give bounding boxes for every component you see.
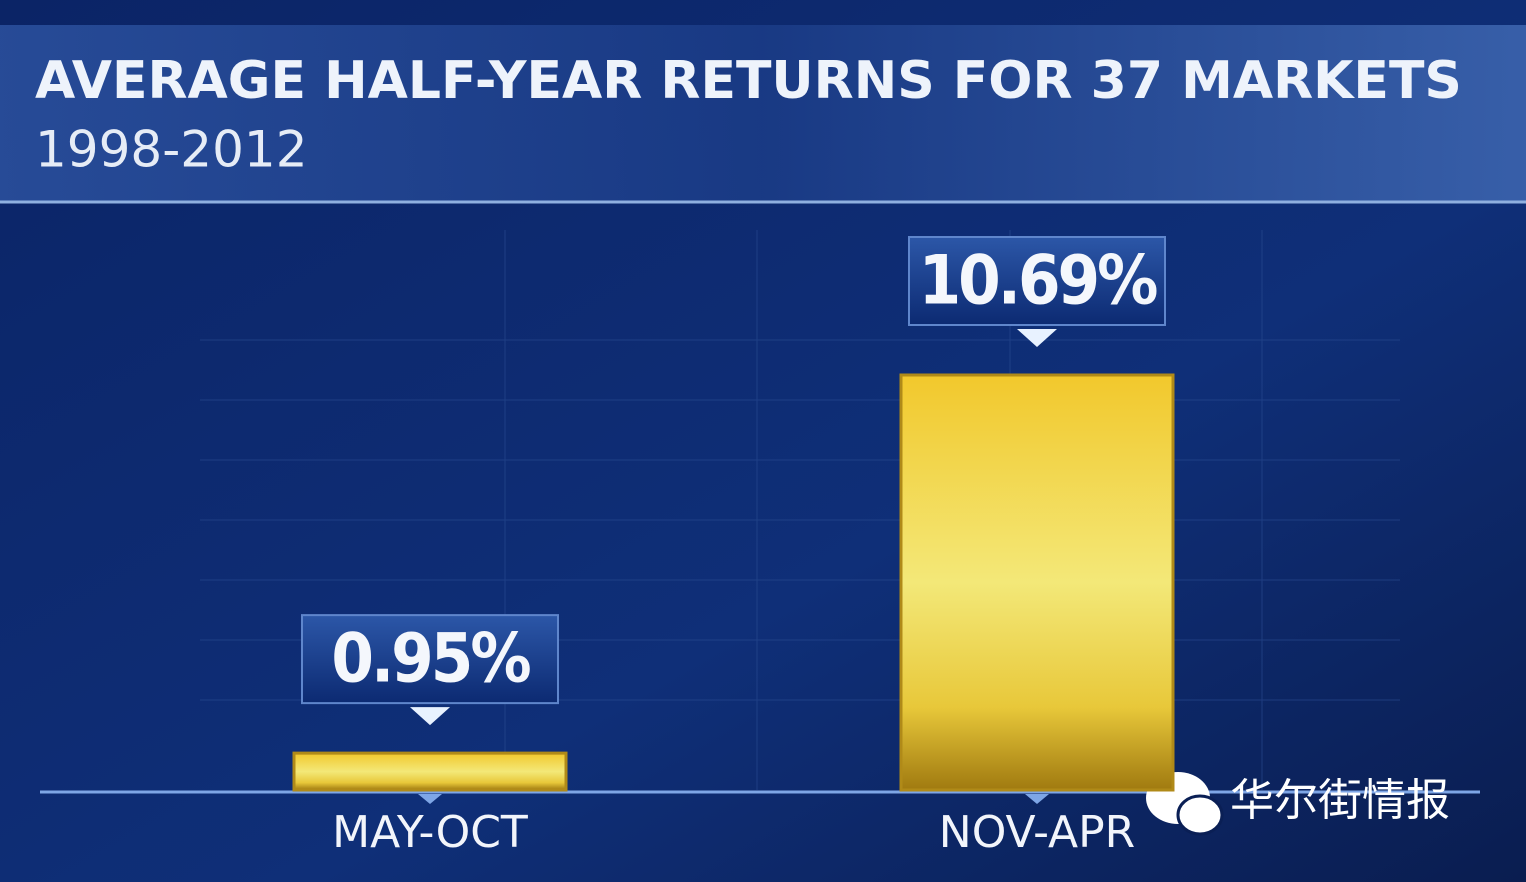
chart-subtitle: 1998-2012 bbox=[35, 121, 308, 179]
value-label: 10.69% bbox=[919, 242, 1158, 321]
x-tick-label: MAY-OCT bbox=[332, 807, 528, 858]
bar bbox=[292, 751, 568, 792]
value-label-pointer bbox=[410, 707, 450, 726]
value-label-box bbox=[301, 614, 559, 705]
tick-pointer bbox=[1025, 794, 1049, 804]
header-band bbox=[0, 25, 1526, 203]
tick-pointer bbox=[418, 794, 442, 804]
value-label-box bbox=[908, 236, 1166, 326]
value-label: 0.95% bbox=[331, 620, 530, 699]
chart-title: AVERAGE HALF-YEAR RETURNS FOR 37 MARKETS bbox=[35, 51, 1462, 111]
x-tick-label: NOV-APR bbox=[939, 807, 1135, 858]
value-label-pointer bbox=[1017, 329, 1057, 347]
bar bbox=[899, 373, 1175, 792]
watermark: 华尔街情报 bbox=[1230, 775, 1450, 826]
